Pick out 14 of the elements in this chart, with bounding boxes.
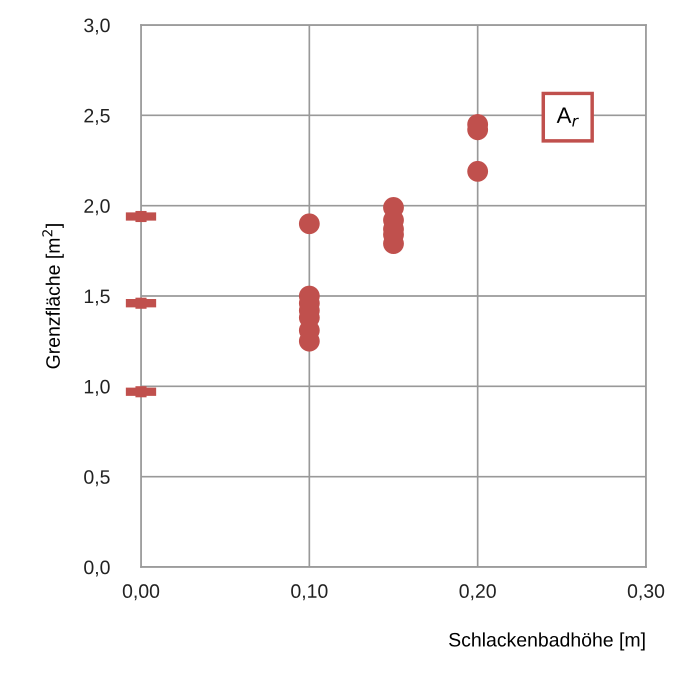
x-tick-label: 0,30	[628, 584, 664, 600]
y-axis-title: Grenzfläche [m$^{2}$]	[42, 224, 64, 368]
y-tick-label: 1,5	[84, 290, 110, 306]
y-tick-label: 3,0	[84, 18, 110, 35]
y-tick-label: 0,0	[84, 560, 110, 577]
y-tick-label: 0,5	[84, 470, 110, 486]
y-tick-label: 2,0	[84, 199, 110, 216]
annotation: A$_{r}$	[556, 108, 579, 126]
x-tick-label: 0,00	[122, 584, 160, 600]
x-tick-label: 0,20	[460, 584, 496, 600]
x-axis-title: Schlackenbadhöhe [m]	[449, 632, 645, 650]
y-tick-label: 1,0	[84, 380, 110, 396]
y-tick-label: 2,5	[84, 108, 110, 125]
x-tick-label: 0,10	[291, 584, 328, 600]
